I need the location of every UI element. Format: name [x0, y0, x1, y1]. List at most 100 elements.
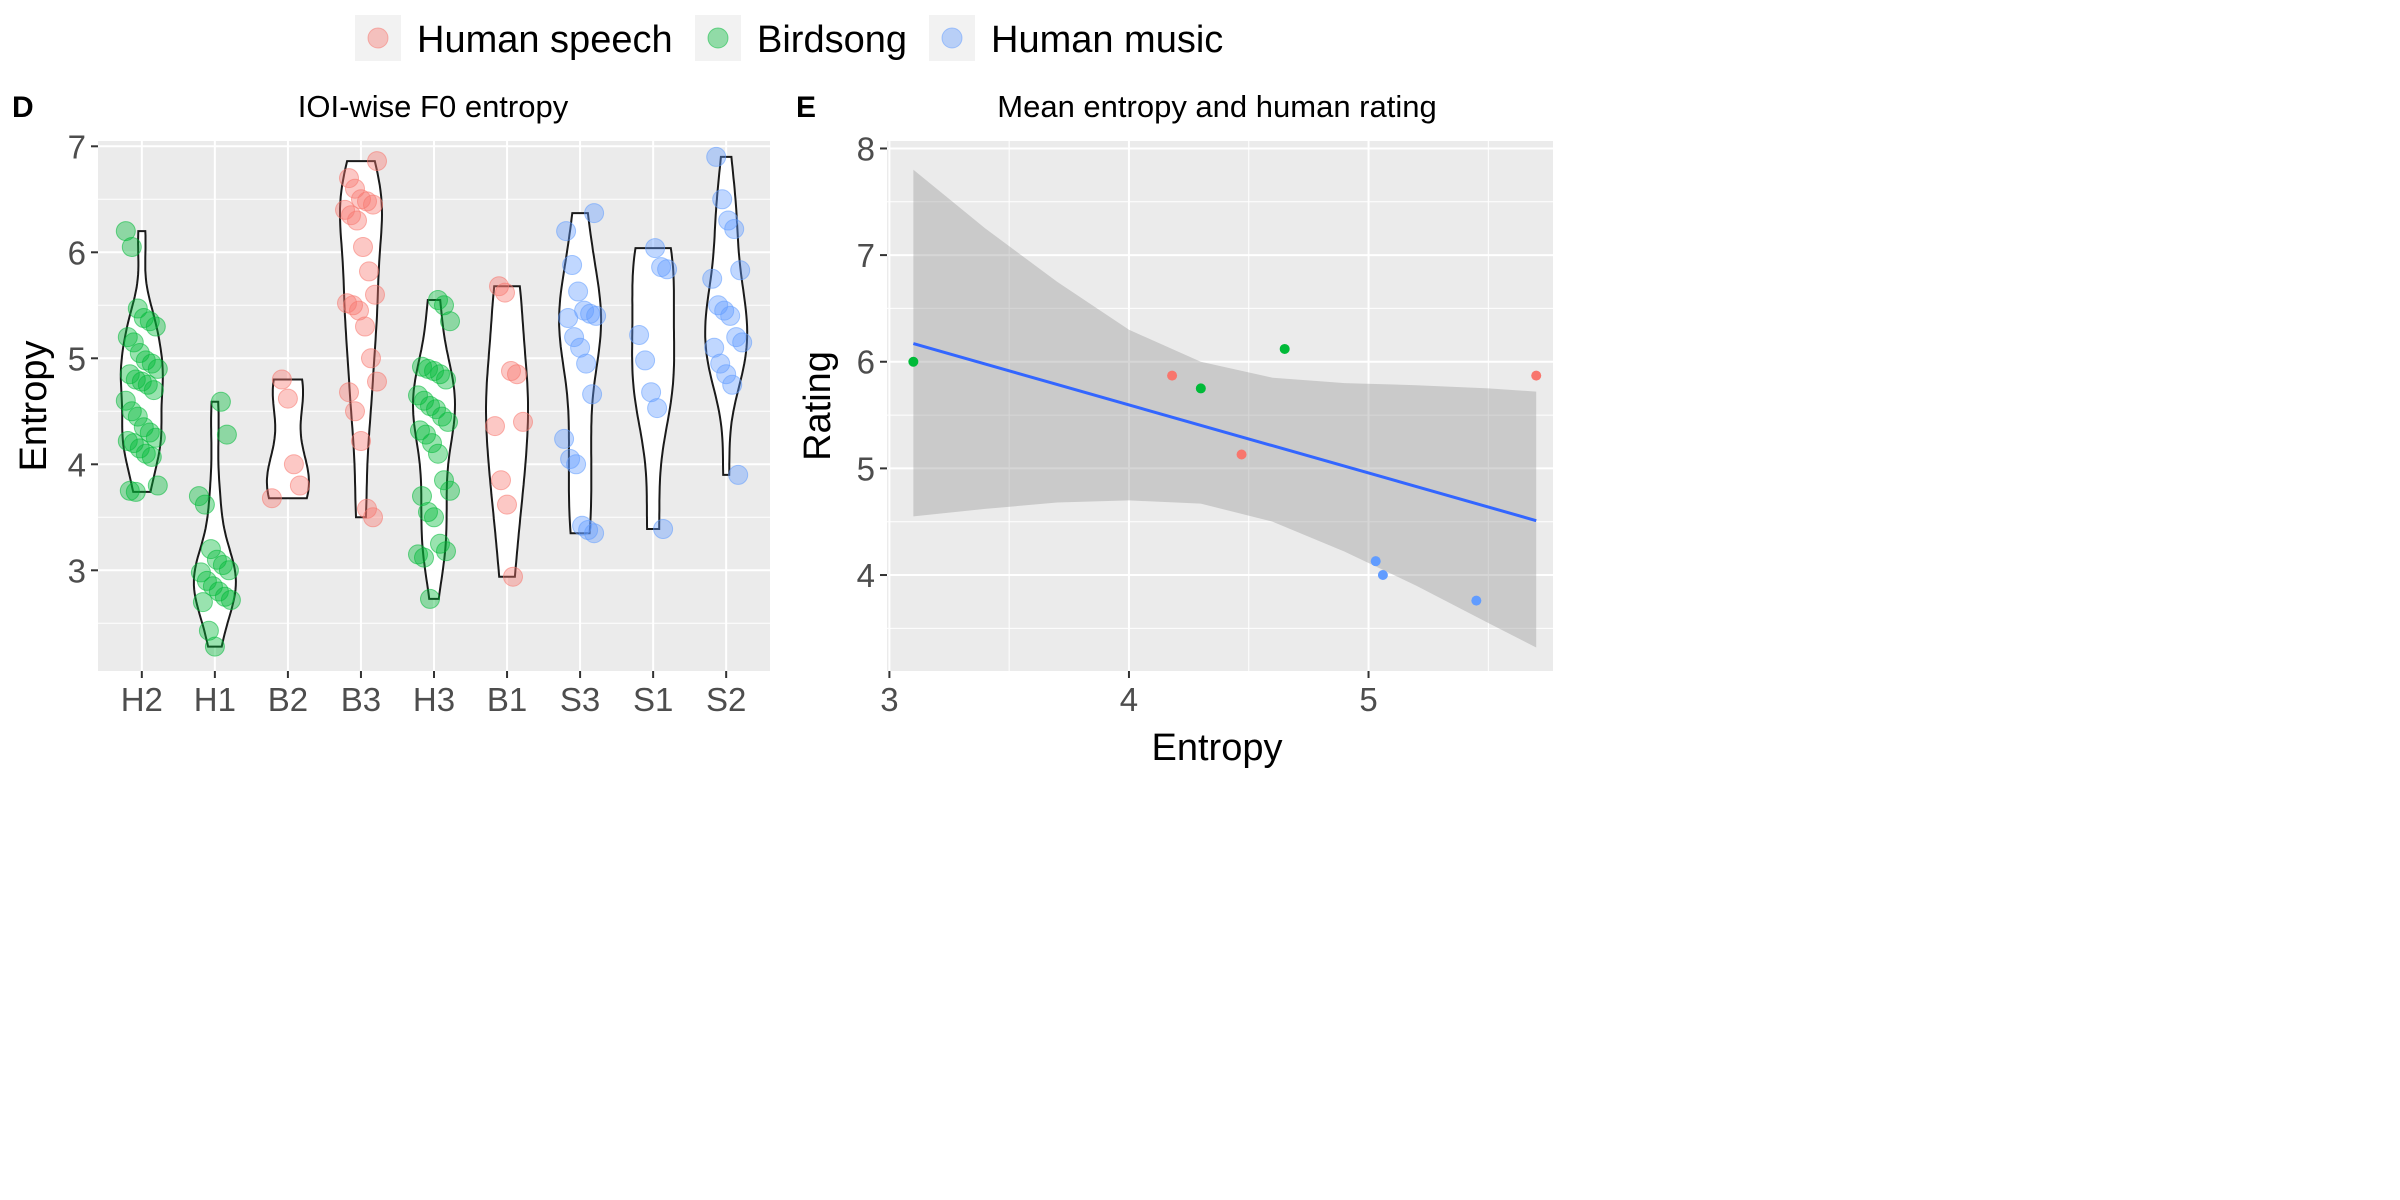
- panel-e-tag: E: [796, 91, 816, 124]
- point-h1: [200, 539, 221, 560]
- panel-d-y-tick-label: 7: [68, 128, 86, 165]
- legend-key-human-speech: [355, 15, 401, 61]
- point-h2: [119, 480, 140, 501]
- point-s2: [726, 327, 747, 348]
- point-h3: [424, 507, 444, 528]
- panel-d-x-tick-label-h1: H1: [194, 681, 236, 718]
- point-b3: [349, 300, 369, 321]
- point-b2: [289, 475, 310, 496]
- point-h2: [145, 316, 166, 337]
- point-h3: [414, 547, 434, 568]
- panel-d-points: [115, 146, 753, 657]
- point-h1: [210, 391, 231, 412]
- point-h3: [430, 364, 450, 385]
- point-h2: [127, 406, 148, 427]
- point-birdsong: [908, 356, 919, 367]
- point-h1: [204, 636, 225, 657]
- point-h3: [422, 433, 442, 454]
- point-s3: [584, 203, 605, 224]
- panel-e-x-axis: 3 4 5: [880, 671, 1378, 718]
- point-h2: [135, 350, 156, 371]
- point-birdsong: [1279, 343, 1290, 354]
- point-s3: [554, 428, 575, 449]
- point-h3: [428, 443, 448, 464]
- point-h2: [123, 332, 144, 353]
- panel-d-x-tick-label-b1: B1: [487, 681, 527, 718]
- point-s3: [562, 255, 583, 275]
- point-h3: [424, 361, 444, 381]
- panel-e-x-tick-label: 4: [1120, 681, 1138, 718]
- panel-e-trend-line: [912, 342, 1537, 523]
- point-b1: [503, 566, 523, 587]
- legend-marker-birdsong: [707, 27, 729, 49]
- point-b2: [271, 369, 292, 390]
- point-s2: [704, 337, 725, 358]
- panel-e-y-tick-label: 4: [857, 557, 875, 594]
- point-s3: [564, 327, 585, 348]
- panel-d-x-axis: H2 H1 B2 B3 H3 B1 S3 S1 S2: [121, 671, 746, 718]
- point-b3: [347, 210, 367, 231]
- point-h3: [414, 390, 434, 411]
- point-h3: [428, 290, 448, 310]
- point-human-music: [1377, 570, 1388, 581]
- panel-d-x-tick-label-s2: S2: [706, 681, 746, 718]
- point-h1: [214, 586, 235, 607]
- legend-label-human-speech: Human speech: [417, 19, 673, 61]
- point-b1: [507, 364, 527, 385]
- point-s1: [647, 398, 668, 419]
- violin-h2: [119, 230, 164, 493]
- point-h2: [125, 481, 146, 502]
- point-h3: [440, 480, 460, 501]
- point-h3: [438, 411, 458, 432]
- point-b3: [363, 507, 383, 528]
- point-h3: [432, 406, 452, 427]
- point-s3: [560, 449, 581, 469]
- panel-e-y-tick-label: 8: [857, 130, 875, 167]
- panel-e-y-tick-label: 6: [857, 344, 875, 381]
- point-b3: [343, 295, 363, 316]
- point-h2: [137, 374, 158, 395]
- point-h1: [198, 620, 219, 641]
- point-h2: [127, 298, 148, 319]
- point-s3: [576, 353, 597, 374]
- legend-marker-human-music: [941, 27, 963, 49]
- point-b3: [355, 316, 375, 337]
- point-h3: [436, 541, 456, 562]
- point-h2: [121, 237, 142, 257]
- point-s2: [712, 189, 733, 210]
- point-h1: [218, 560, 239, 581]
- point-h2: [121, 401, 142, 422]
- point-b3: [341, 205, 361, 226]
- point-human-speech: [1531, 370, 1542, 381]
- point-s2: [702, 268, 723, 289]
- point-h2: [119, 364, 140, 385]
- point-s3: [586, 305, 607, 326]
- panel-e-x-tick-label: 5: [1359, 681, 1377, 718]
- panel-d-x-tick-label-s3: S3: [560, 681, 600, 718]
- legend-key-human-music: [929, 15, 975, 61]
- point-h2: [133, 308, 154, 328]
- point-s3: [568, 281, 589, 302]
- point-human-music: [1370, 556, 1381, 567]
- point-h2: [131, 371, 152, 392]
- panel-e-y-axis-label: Rating: [797, 351, 839, 461]
- point-h2: [115, 221, 136, 242]
- point-s2: [730, 260, 751, 281]
- panel-e-title: Mean entropy and human rating: [997, 89, 1436, 124]
- point-human-music: [1471, 595, 1482, 606]
- point-s1: [641, 382, 662, 403]
- point-s2: [706, 146, 727, 167]
- point-s2: [710, 353, 731, 374]
- point-h2: [147, 475, 168, 496]
- point-b3: [351, 431, 371, 451]
- point-s3: [556, 221, 577, 242]
- violin-s1: [631, 247, 676, 530]
- point-s2: [732, 332, 753, 353]
- point-b3: [353, 237, 373, 257]
- point-s2: [728, 464, 749, 485]
- legend-key-birdsong: [695, 15, 741, 61]
- panel-e-scatter-chart: E Mean entropy and human rating 4 5 6 7 8 3 4…: [796, 89, 1553, 769]
- panel-d-y-axis-label: Entropy: [13, 341, 55, 472]
- panel-e-points: [908, 343, 1542, 606]
- point-b3: [361, 348, 381, 369]
